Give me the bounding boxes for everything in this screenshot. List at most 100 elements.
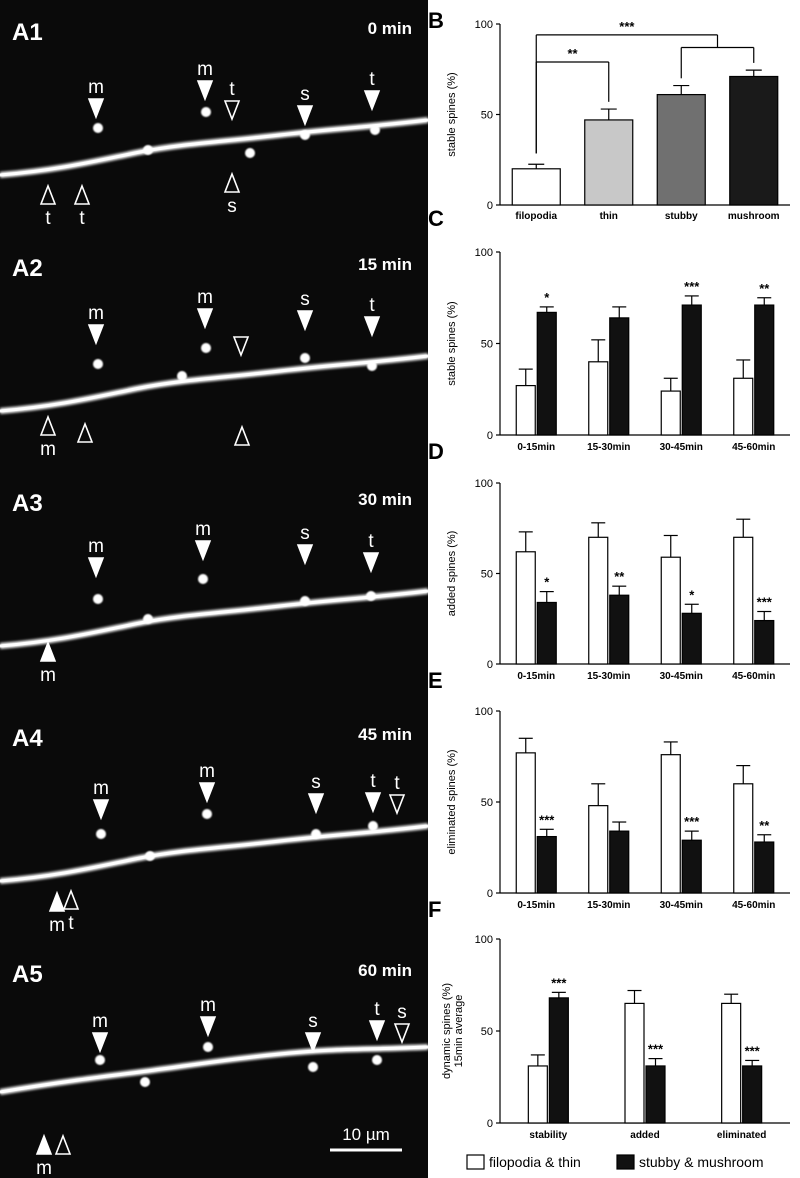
- bar: [754, 841, 775, 894]
- spine-head: [308, 1062, 318, 1072]
- arrowhead-icon: [87, 324, 105, 346]
- spine-arrow: [233, 424, 251, 446]
- arrow-label: s: [397, 1002, 407, 1023]
- arrow-label: m: [200, 995, 216, 1016]
- spine-head: [368, 821, 378, 831]
- arrowhead-icon: [48, 890, 66, 912]
- chart-b: B 0 50 100 stable spines (%) filopodia thin stu…: [428, 8, 790, 222]
- arrowhead-icon: [362, 552, 380, 574]
- significance-label: ***: [539, 812, 555, 827]
- spine-head: [370, 125, 380, 135]
- dendrite-core: [0, 1045, 429, 1094]
- spine-arrow: s: [296, 289, 314, 332]
- arrowhead-icon: [198, 782, 216, 804]
- time-label: 15 min: [358, 255, 412, 274]
- spine-arrow: s: [296, 84, 314, 127]
- bar: [515, 384, 536, 436]
- spine-arrow: m: [35, 1133, 53, 1178]
- y-tick-label: 0: [487, 1118, 493, 1130]
- arrowhead-icon: [73, 183, 91, 205]
- significance-label: *: [544, 290, 550, 305]
- bar: [733, 783, 754, 894]
- legend-item: stubby & mushroom: [616, 1154, 764, 1170]
- time-label: 45 min: [358, 725, 412, 744]
- bar: [609, 317, 630, 436]
- arrow-label: m: [93, 778, 109, 799]
- x-tick-label: 15-30min: [587, 442, 630, 453]
- y-axis-label: eliminated spines (%): [446, 749, 458, 854]
- bar: [588, 361, 609, 436]
- legend: filopodia & thin stubby & mushroom: [466, 1154, 764, 1170]
- x-tick-label: 45-60min: [732, 671, 775, 682]
- arrowhead-icon: [196, 80, 214, 102]
- y-axis-label: stable spines (%): [446, 72, 458, 156]
- bar: [660, 754, 681, 894]
- significance-label: ***: [684, 814, 700, 829]
- legend-swatch: [616, 1154, 635, 1170]
- arrow-label: t: [369, 295, 375, 316]
- x-tick-label: thin: [600, 211, 618, 222]
- arrow-label: m: [197, 59, 213, 80]
- significance-label: **: [567, 46, 578, 61]
- arrowhead-icon: [232, 336, 250, 358]
- bar: [527, 1065, 548, 1124]
- bar: [624, 1002, 645, 1124]
- spine-arrow: [54, 1133, 72, 1155]
- x-tick-label: 30-45min: [660, 671, 703, 682]
- bar: [733, 377, 754, 436]
- panel-label: A1: [12, 19, 43, 46]
- arrow-label: s: [311, 772, 321, 793]
- chart-letter: D: [428, 439, 444, 464]
- y-tick-label: 100: [475, 478, 493, 490]
- spine-head: [372, 1055, 382, 1065]
- legend-swatch: [466, 1154, 485, 1170]
- arrow-label: t: [394, 773, 400, 794]
- arrow-label: m: [195, 519, 211, 540]
- y-tick-label: 50: [481, 339, 493, 351]
- arrow-label: t: [79, 208, 85, 229]
- x-tick-label: 30-45min: [660, 442, 703, 453]
- arrow-label: t: [68, 913, 74, 934]
- spine-head: [145, 851, 155, 861]
- spine-arrow: s: [393, 1002, 411, 1045]
- arrow-label: m: [88, 536, 104, 557]
- spine-arrow: m: [196, 59, 214, 102]
- spine-arrow: m: [39, 640, 57, 686]
- y-axis-label: dynamic spines (%): [441, 983, 453, 1079]
- arrowhead-icon: [91, 1032, 109, 1054]
- x-tick-label: 0-15min: [517, 671, 555, 682]
- dendrite-core: [0, 118, 429, 177]
- bar: [645, 1065, 666, 1124]
- arrow-label: m: [197, 287, 213, 308]
- spine-head: [143, 614, 153, 624]
- spine-arrow: t: [368, 999, 386, 1042]
- bar: [511, 168, 561, 206]
- arrow-label: m: [199, 761, 215, 782]
- y-tick-label: 50: [481, 569, 493, 581]
- y-axis-label: stable spines (%): [446, 301, 458, 385]
- spine-arrow: m: [194, 519, 212, 562]
- arrow-label: t: [370, 771, 376, 792]
- bar: [733, 536, 754, 665]
- arrowhead-icon: [87, 98, 105, 120]
- arrow-label: t: [229, 79, 235, 100]
- arrowhead-icon: [62, 888, 80, 910]
- spine-head: [300, 596, 310, 606]
- spine-head: [245, 148, 255, 158]
- panel-label: A5: [12, 961, 43, 988]
- arrowhead-icon: [364, 792, 382, 814]
- spine-head: [311, 829, 321, 839]
- arrow-label: t: [374, 999, 380, 1020]
- y-tick-label: 0: [487, 430, 493, 442]
- dendrite-core: [0, 824, 429, 883]
- x-tick-label: 0-15min: [517, 900, 555, 911]
- y-axis-label: added spines (%): [446, 531, 458, 617]
- x-tick-label: filopodia: [515, 211, 557, 222]
- spine-head: [300, 130, 310, 140]
- arrow-label: m: [40, 665, 56, 686]
- significance-label: **: [614, 569, 625, 584]
- spine-head: [93, 594, 103, 604]
- time-label: 30 min: [358, 490, 412, 509]
- bar: [536, 601, 557, 665]
